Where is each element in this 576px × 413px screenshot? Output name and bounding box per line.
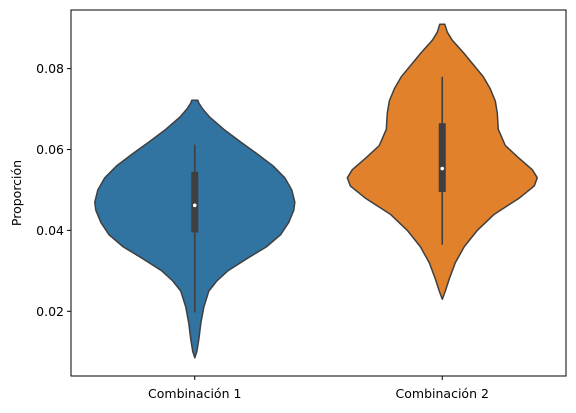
- violin-median-point: [440, 166, 445, 171]
- x-axis: Combinación 1 Combinación 2: [148, 376, 489, 401]
- violin-iqr-box: [438, 123, 446, 192]
- x-tick-label: Combinación 2: [396, 386, 489, 401]
- plot-frame: [70, 9, 567, 377]
- y-tick-label: 0.08: [36, 61, 64, 76]
- violin-iqr-box: [191, 171, 199, 233]
- y-axis: 0.02 0.04 0.06 0.08: [36, 61, 71, 319]
- y-axis-title: Proporción: [9, 160, 24, 226]
- y-tick-label: 0.02: [36, 304, 64, 319]
- y-tick-label: 0.06: [36, 142, 64, 157]
- violin-median-point: [192, 203, 197, 208]
- violin-group: [94, 23, 539, 359]
- x-tick-label: Combinación 1: [148, 386, 241, 401]
- y-tick-label: 0.04: [36, 223, 64, 238]
